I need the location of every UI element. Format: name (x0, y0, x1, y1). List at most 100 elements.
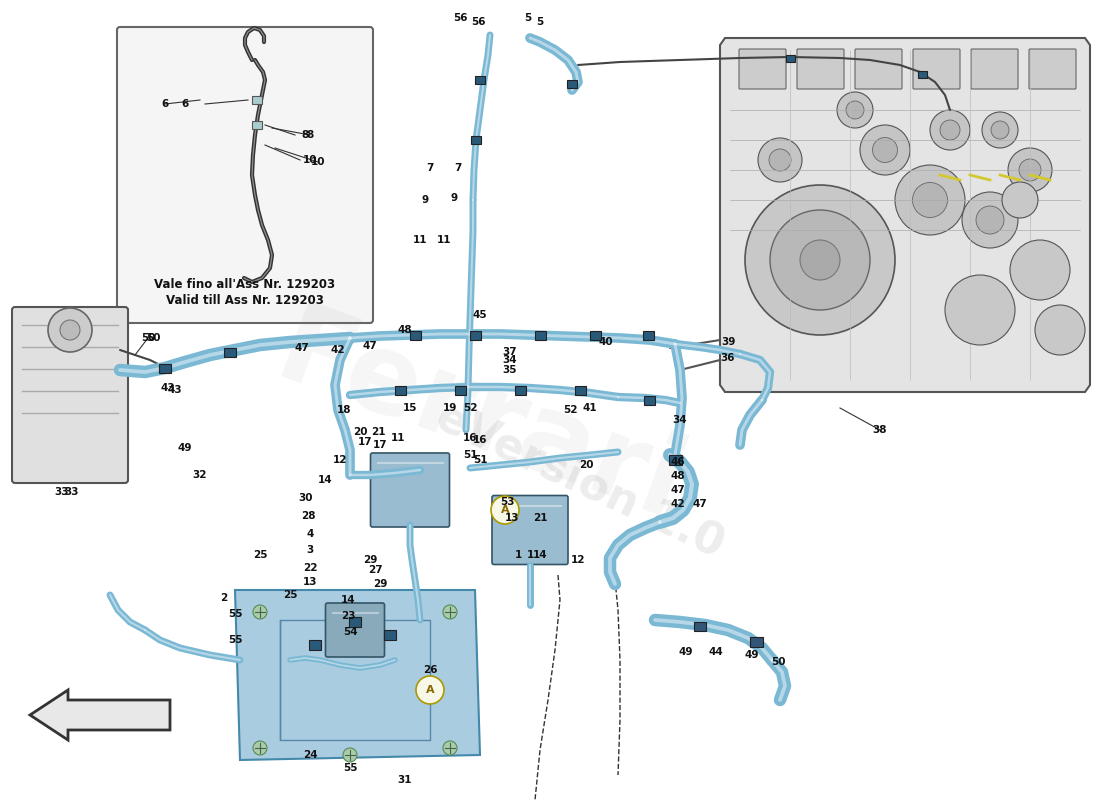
Text: 8: 8 (301, 130, 309, 140)
Text: 21: 21 (371, 427, 385, 437)
FancyBboxPatch shape (492, 495, 568, 565)
FancyBboxPatch shape (855, 49, 902, 89)
Circle shape (800, 240, 840, 280)
Text: 26: 26 (422, 665, 438, 675)
Text: 15: 15 (403, 403, 417, 413)
Text: 50: 50 (145, 333, 161, 343)
Text: 25: 25 (283, 590, 297, 600)
Bar (515, 386, 526, 394)
Text: Ferrari: Ferrari (262, 297, 697, 543)
Text: 40: 40 (598, 337, 614, 347)
Text: 32: 32 (192, 470, 207, 480)
Text: 13: 13 (302, 577, 317, 587)
Circle shape (1010, 240, 1070, 300)
Text: 30: 30 (299, 493, 314, 503)
Polygon shape (30, 690, 170, 740)
Text: 20: 20 (353, 427, 367, 437)
Text: 55: 55 (228, 635, 242, 645)
Bar (669, 455, 682, 465)
Text: 24: 24 (302, 750, 317, 760)
Text: Vale fino all'Ass Nr. 129203: Vale fino all'Ass Nr. 129203 (154, 278, 336, 291)
Text: 50: 50 (141, 333, 155, 343)
FancyBboxPatch shape (371, 453, 450, 527)
Circle shape (962, 192, 1018, 248)
Text: 42: 42 (671, 499, 685, 509)
Text: 51: 51 (463, 450, 477, 460)
Text: 36: 36 (720, 353, 735, 363)
Text: 23: 23 (341, 611, 355, 621)
Bar (409, 330, 420, 339)
Text: 56: 56 (471, 17, 485, 27)
Text: 47: 47 (363, 341, 377, 351)
Text: 17: 17 (373, 440, 387, 450)
Text: 37: 37 (503, 347, 517, 357)
Circle shape (982, 112, 1018, 148)
FancyBboxPatch shape (117, 27, 373, 323)
Bar (224, 347, 236, 357)
Text: 41: 41 (583, 403, 597, 413)
Text: 7: 7 (427, 163, 433, 173)
Polygon shape (720, 38, 1090, 392)
Text: 14: 14 (341, 595, 355, 605)
Circle shape (253, 741, 267, 755)
Circle shape (1035, 305, 1085, 355)
Text: 20: 20 (579, 460, 593, 470)
Text: 18: 18 (337, 405, 351, 415)
Circle shape (895, 165, 965, 235)
Text: 33: 33 (65, 487, 79, 497)
Text: 14: 14 (318, 475, 332, 485)
Text: 21: 21 (532, 513, 548, 523)
Bar (642, 330, 653, 339)
Bar (535, 330, 546, 339)
Text: 34: 34 (503, 355, 517, 365)
Text: 35: 35 (503, 365, 517, 375)
Text: 1: 1 (527, 550, 534, 560)
Text: 5: 5 (537, 17, 543, 27)
Text: 12: 12 (571, 555, 585, 565)
Polygon shape (235, 590, 480, 760)
Bar (590, 330, 601, 339)
Text: 50: 50 (771, 657, 785, 667)
Text: 17: 17 (358, 437, 372, 447)
Text: 11: 11 (412, 235, 427, 245)
Circle shape (443, 605, 456, 619)
Circle shape (443, 741, 456, 755)
Circle shape (745, 185, 895, 335)
Bar (160, 363, 170, 373)
Text: 25: 25 (253, 550, 267, 560)
Text: 16: 16 (463, 433, 477, 443)
Text: 6: 6 (162, 99, 168, 109)
Text: 7: 7 (454, 163, 462, 173)
Bar (395, 386, 406, 394)
Text: 14: 14 (532, 550, 548, 560)
Text: 39: 39 (720, 337, 735, 347)
Text: 9: 9 (421, 195, 429, 205)
Circle shape (253, 605, 267, 619)
Text: 31: 31 (398, 775, 412, 785)
Text: 34: 34 (673, 415, 688, 425)
Bar (694, 622, 706, 630)
Text: 45: 45 (473, 310, 487, 320)
Text: 43: 43 (167, 385, 183, 395)
Circle shape (770, 210, 870, 310)
FancyBboxPatch shape (12, 307, 128, 483)
Text: 5: 5 (525, 13, 531, 23)
Text: A: A (426, 685, 434, 695)
Text: 55: 55 (228, 609, 242, 619)
Text: 29: 29 (363, 555, 377, 565)
Text: 55: 55 (343, 763, 358, 773)
Text: 11: 11 (390, 433, 405, 443)
Text: 53: 53 (499, 497, 515, 507)
Text: 10: 10 (302, 155, 317, 165)
Circle shape (837, 92, 873, 128)
Text: 33: 33 (55, 487, 69, 497)
FancyBboxPatch shape (913, 49, 960, 89)
Text: 38: 38 (872, 425, 888, 435)
Text: 49: 49 (745, 650, 759, 660)
Text: 43: 43 (161, 383, 175, 393)
Text: 47: 47 (693, 499, 707, 509)
FancyBboxPatch shape (1028, 49, 1076, 89)
Bar (475, 76, 485, 84)
Circle shape (860, 125, 910, 175)
Circle shape (940, 120, 960, 140)
